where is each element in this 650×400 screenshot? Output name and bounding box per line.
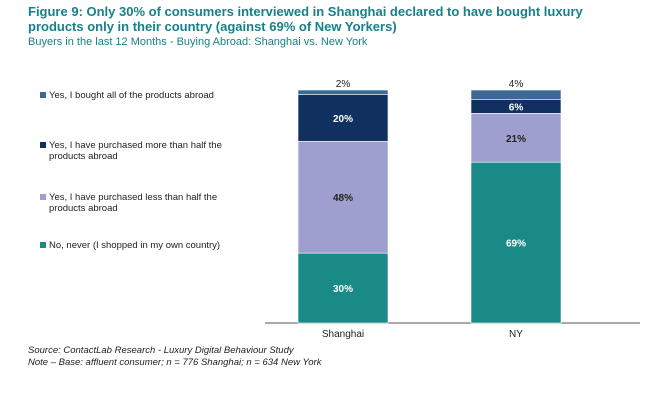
legend-swatch [40, 242, 46, 248]
bar-segment [470, 161, 562, 324]
data-label: 30% [333, 284, 353, 295]
category-label: Shanghai [322, 329, 364, 340]
note-line: Note – Base: affluent consumer; n = 776 … [28, 357, 322, 368]
source-line: Source: ContactLab Research - Luxury Dig… [28, 345, 294, 356]
bar-segment [297, 252, 389, 324]
legend-label: Yes, I bought all of the products abroad [49, 90, 214, 101]
data-label: 6% [509, 102, 524, 113]
data-label: 20% [333, 114, 353, 125]
data-label: 21% [506, 134, 526, 145]
data-label: 48% [333, 193, 353, 204]
bar-segment [297, 89, 389, 95]
data-label: 2% [336, 79, 351, 90]
legend-swatch [40, 92, 46, 98]
figure-subtitle: Buyers in the last 12 Months - Buying Ab… [28, 36, 368, 48]
category-label: NY [509, 329, 523, 340]
bar-segment [470, 89, 562, 100]
legend-swatch [40, 142, 46, 148]
figure-title: Figure 9: Only 30% of consumers intervie… [28, 4, 583, 34]
legend-swatch [40, 194, 46, 200]
data-label: 69% [506, 239, 526, 250]
legend-label: Yes, I have purchased less than half the… [49, 192, 218, 214]
legend-label: Yes, I have purchased more than half the… [49, 140, 222, 162]
source-note: Source: ContactLab Research - Luxury Dig… [28, 345, 321, 369]
legend-label: No, never (I shopped in my own country) [49, 240, 221, 251]
data-label: 4% [509, 79, 524, 90]
